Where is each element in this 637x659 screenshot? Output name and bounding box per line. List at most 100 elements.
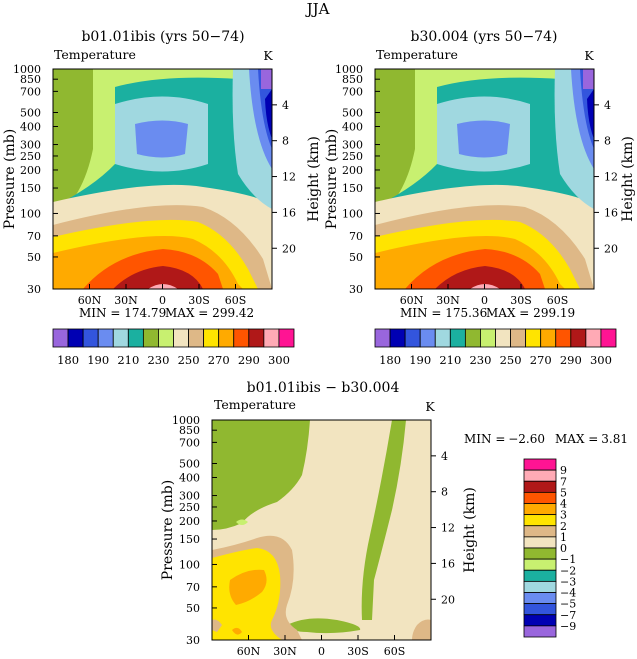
colorbar-swatch	[419, 328, 436, 348]
colorbar-swatch	[523, 625, 557, 638]
field-band	[435, 266, 525, 289]
colorbar-swatch	[523, 536, 557, 549]
colorbar-label: 230	[147, 353, 169, 367]
colorbar-swatch	[600, 328, 617, 348]
colorbar-label: −1	[560, 553, 576, 566]
field-band	[212, 619, 222, 632]
y-tick-label: 500	[342, 106, 363, 119]
colorbar-swatch	[142, 328, 159, 348]
colorbar-label: 180	[57, 353, 79, 367]
x-tick-label: 30N	[273, 645, 297, 658]
y2-tick-label: 16	[282, 206, 296, 219]
colorbar-label: −9	[560, 620, 576, 633]
panel-1-units-label: K	[263, 48, 273, 63]
y-tick-label: 300	[179, 490, 200, 503]
colorbar-swatch	[523, 603, 557, 616]
y-tick-label: 50	[27, 251, 41, 264]
y-tick-label: 850	[342, 73, 363, 86]
colorbar-swatch	[67, 328, 84, 348]
y2-tick-label: 20	[441, 593, 455, 606]
panel-2-title: b30.004 (yrs 50−74)	[411, 29, 558, 45]
colorbar-label: 250	[500, 353, 522, 367]
colorbar-swatch	[523, 547, 557, 560]
y-tick-label: 70	[27, 230, 41, 243]
colorbar-label: −4	[560, 587, 576, 600]
x-tick-label: 60S	[384, 645, 406, 658]
x-tick-label: 30N	[114, 294, 138, 307]
y-tick-label: 400	[179, 471, 200, 484]
panel-3-y2label: Height (km)	[462, 487, 478, 573]
colorbar-swatch	[82, 328, 99, 348]
colorbar-swatch	[188, 328, 205, 348]
colorbar-label: 190	[87, 353, 109, 367]
panel-3-plot	[211, 419, 432, 641]
colorbar-swatch	[523, 458, 557, 471]
y-tick-label: 300	[20, 139, 41, 152]
colorbar-swatch	[434, 328, 451, 348]
colorbar-label: 7	[560, 475, 567, 488]
y2-tick-label: 16	[604, 206, 618, 219]
colorbar-swatch	[555, 328, 572, 348]
x-tick-label: 0	[159, 294, 166, 307]
colorbar-label: 4	[560, 498, 567, 511]
colorbar-label: 290	[560, 353, 582, 367]
y-tick-label: 200	[179, 515, 200, 528]
colorbar-swatch	[525, 328, 542, 348]
colorbar-label: 210	[439, 353, 461, 367]
field-band	[229, 569, 267, 605]
panel-1-max-label: MAX = 299.42	[165, 306, 254, 320]
y-tick-label: 400	[20, 120, 41, 133]
colorbar-label: 270	[208, 353, 230, 367]
field-band	[587, 89, 594, 139]
y-tick-label: 50	[186, 602, 200, 615]
panel-2-plot	[374, 68, 595, 290]
panel-1-left-label: Temperature	[54, 47, 136, 62]
x-tick-label: 0	[318, 645, 325, 658]
y2-tick-label: 4	[282, 99, 289, 112]
colorbar-swatch	[523, 592, 557, 605]
colorbar-swatch	[127, 328, 144, 348]
colorbar-swatch	[464, 328, 481, 348]
colorbar-label: −3	[560, 575, 576, 588]
y-tick-label: 150	[342, 182, 363, 195]
x-tick-label: 60N	[237, 645, 261, 658]
y-tick-label: 300	[342, 139, 363, 152]
colorbar-swatch	[158, 328, 174, 348]
y-tick-label: 250	[20, 150, 41, 163]
y-tick-label: 150	[179, 533, 200, 546]
colorbar-swatch	[112, 328, 129, 348]
panel-2-y2label: Height (km)	[620, 136, 636, 222]
y-tick-label: 100	[179, 558, 200, 571]
x-tick-label: 60N	[400, 294, 424, 307]
colorbar-swatch	[495, 328, 511, 348]
colorbar-swatch	[523, 491, 557, 504]
colorbar-swatch	[523, 569, 557, 582]
y-tick-label: 200	[342, 164, 363, 177]
y-tick-label: 250	[342, 150, 363, 163]
y2-tick-label: 12	[282, 171, 296, 184]
y-tick-label: 400	[342, 120, 363, 133]
colorbar-swatch	[449, 328, 466, 348]
panel-3-min-label: MIN =	[464, 432, 505, 446]
y2-tick-label: 12	[604, 171, 618, 184]
y-tick-label: 70	[349, 230, 363, 243]
colorbar-label: 300	[268, 353, 290, 367]
y-tick-label: 30	[27, 283, 41, 296]
x-tick-label: 30S	[188, 294, 210, 307]
colorbar-swatch	[203, 328, 220, 348]
y-tick-label: 1000	[13, 63, 41, 76]
colorbar-label: 300	[590, 353, 612, 367]
y2-tick-label: 12	[441, 522, 455, 535]
colorbar-swatch	[523, 525, 557, 538]
colorbar-swatch	[263, 328, 280, 348]
panel-3-min-value: −2.60	[508, 432, 545, 446]
y-tick-label: 250	[179, 501, 200, 514]
colorbar-label: 270	[530, 353, 552, 367]
field-band	[232, 627, 242, 635]
field-band	[287, 618, 361, 634]
colorbar-swatch	[523, 480, 557, 493]
y-tick-label: 50	[349, 251, 363, 264]
x-tick-label: 30S	[510, 294, 532, 307]
y-tick-label: 70	[186, 581, 200, 594]
y2-tick-label: 8	[604, 135, 611, 148]
